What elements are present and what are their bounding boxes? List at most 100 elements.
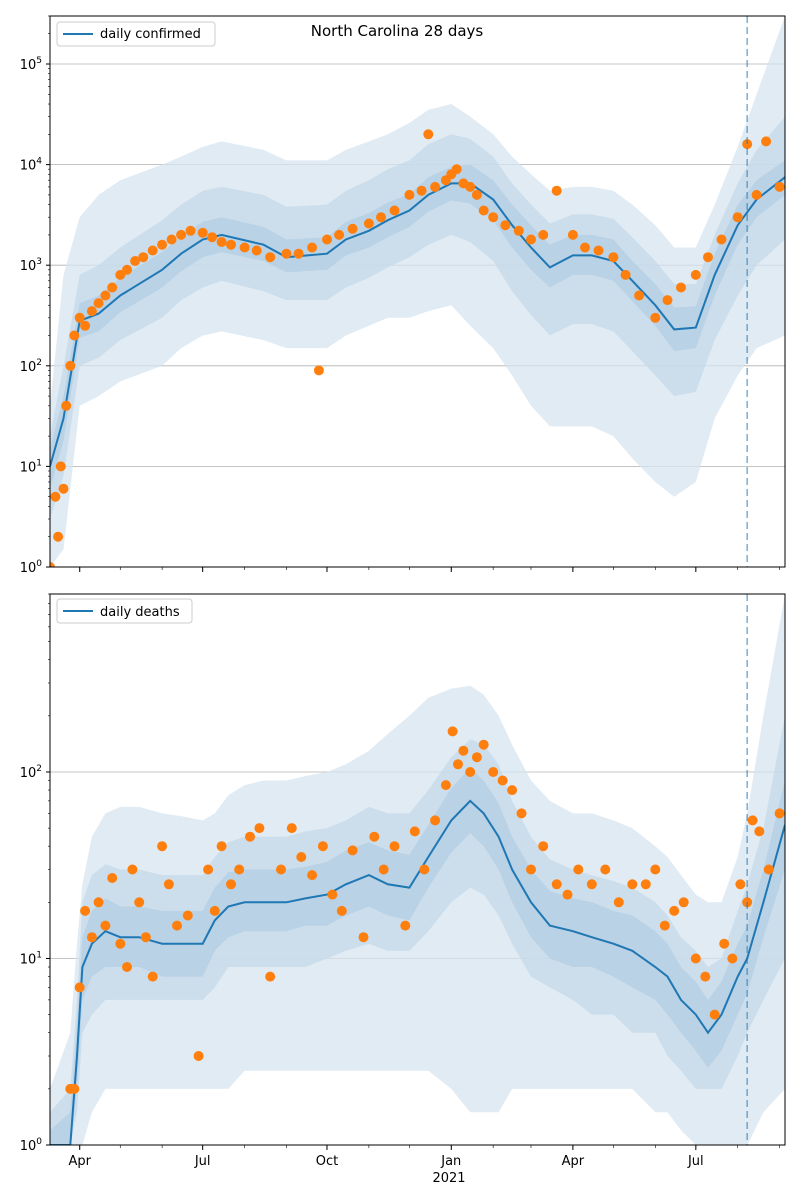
observed-point: [140, 932, 151, 943]
observed-point: [376, 212, 386, 223]
observed-point: [709, 1009, 720, 1020]
observed-point: [507, 785, 518, 796]
observed-point: [147, 971, 158, 982]
observed-point: [586, 879, 597, 890]
observed-point: [86, 306, 97, 317]
observed-point: [430, 815, 441, 826]
observed-point: [716, 234, 727, 245]
observed-point: [127, 864, 138, 875]
model-line-path: [50, 176, 785, 467]
observed-point: [471, 752, 482, 763]
observed-point: [281, 248, 292, 259]
observed-point: [526, 864, 536, 875]
observed-point: [669, 905, 680, 916]
observed-point: [122, 962, 132, 972]
observed-point: [742, 139, 753, 150]
x-tick-label: Jul: [687, 1154, 704, 1169]
observed-point: [197, 227, 208, 238]
deaths-legend-box: [56, 598, 193, 624]
confirmed-legend-label: daily confirmed: [100, 27, 201, 42]
observed-point: [678, 897, 689, 908]
observed-point: [58, 483, 69, 494]
confirmed-x-axis: [79, 567, 780, 572]
observed-point: [80, 320, 91, 331]
observed-point: [317, 841, 328, 852]
observed-point: [627, 879, 638, 890]
observed-point: [307, 870, 318, 881]
observed-point: [774, 808, 785, 819]
observed-point: [416, 185, 427, 196]
observed-point: [245, 831, 255, 842]
observed-point: [751, 189, 762, 200]
observed-point: [500, 220, 511, 231]
observed-point: [727, 953, 738, 964]
band-middle: [50, 116, 785, 519]
observed-point: [358, 932, 369, 943]
x-tick-label: Apr: [68, 1154, 91, 1169]
observed-point: [763, 864, 774, 875]
band-outer: [50, 16, 785, 567]
observed-point: [593, 245, 604, 256]
observed-point: [216, 237, 227, 247]
observed-point: [157, 239, 168, 250]
observed-point: [185, 225, 196, 236]
chart-title: North Carolina 28 days: [311, 22, 484, 40]
observed-point: [389, 205, 400, 216]
observed-point: [50, 562, 55, 567]
observed-point: [69, 330, 80, 341]
observed-point: [735, 879, 746, 890]
observed-point: [600, 864, 611, 875]
observed-point: [296, 852, 307, 862]
observed-point: [93, 897, 104, 908]
confirmed-legend: daily confirmed: [56, 21, 216, 47]
observed-point: [497, 775, 508, 786]
x-tick-label: Jul: [194, 1154, 211, 1169]
observed-point: [690, 269, 701, 280]
observed-point: [100, 920, 111, 931]
observed-point: [447, 726, 458, 737]
observed-point: [774, 181, 785, 192]
observed-point: [471, 189, 482, 200]
observed-point: [157, 841, 168, 852]
observed-point: [226, 879, 236, 890]
band-middle: [50, 715, 785, 1145]
observed-point: [453, 759, 463, 770]
deaths-observed-points: [65, 726, 785, 1094]
confirmed-axes-frame: [49, 15, 786, 568]
band-inner: [50, 768, 785, 1145]
observed-point: [538, 229, 549, 240]
observed-point: [293, 248, 304, 259]
observed-point: [650, 312, 661, 323]
observed-point: [551, 185, 562, 196]
observed-point: [53, 531, 64, 542]
observed-point: [347, 223, 358, 234]
observed-point: [193, 1051, 204, 1061]
observed-point: [430, 181, 441, 192]
observed-point: [93, 298, 104, 309]
deaths-x-axis: Apr Jul Oct Jan Apr Jul: [68, 1145, 780, 1169]
observed-point: [640, 879, 651, 890]
observed-point: [608, 252, 619, 263]
confirmed-observed-points: [50, 129, 785, 567]
observed-point: [115, 938, 126, 949]
observed-point: [147, 245, 158, 256]
observed-point: [209, 905, 220, 916]
observed-point: [203, 864, 214, 875]
observed-point: [513, 225, 524, 236]
observed-point: [516, 808, 527, 819]
deaths-legend: daily deaths: [56, 598, 193, 624]
observed-point: [562, 889, 573, 900]
observed-point: [234, 864, 245, 875]
observed-point: [526, 234, 536, 245]
confirmed-model-line: [50, 176, 785, 467]
observed-point: [478, 205, 489, 216]
observed-point: [719, 938, 730, 949]
observed-point: [65, 360, 76, 371]
observed-point: [226, 239, 236, 250]
observed-point: [207, 232, 218, 243]
observed-point: [404, 189, 415, 200]
observed-point: [659, 920, 670, 931]
observed-point: [488, 212, 499, 223]
